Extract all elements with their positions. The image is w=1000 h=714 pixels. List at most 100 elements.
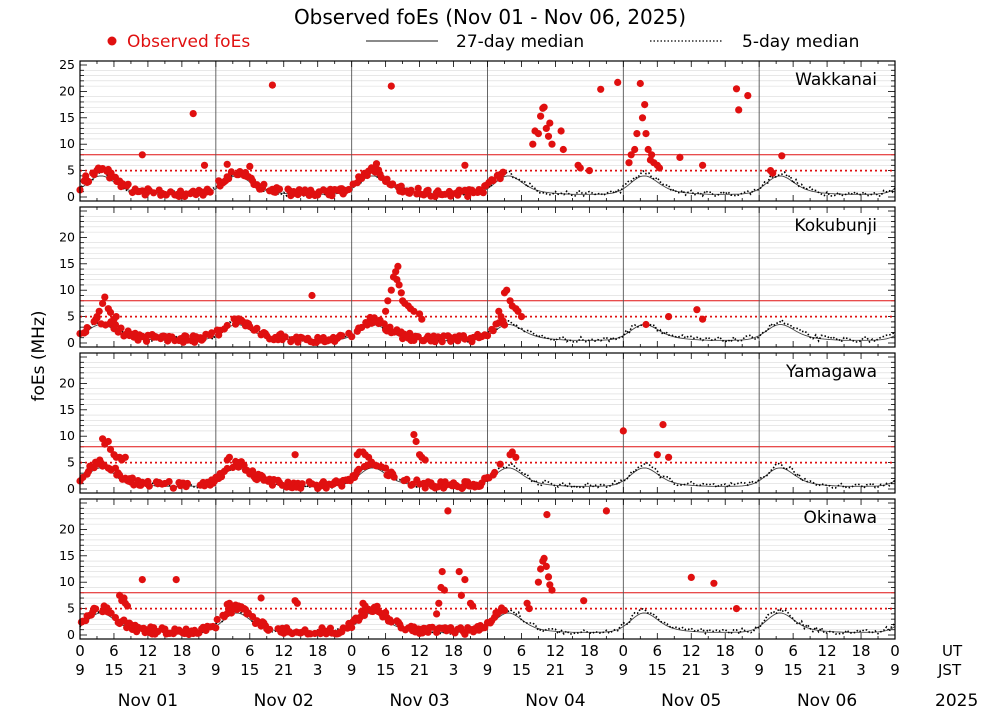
- x-tick-label-ut: 6: [788, 642, 798, 660]
- observed-point: [281, 333, 289, 341]
- observed-point: [111, 321, 119, 329]
- observed-point: [208, 329, 216, 337]
- y-tick-label: 10: [59, 574, 75, 589]
- y-tick-label: 25: [59, 57, 75, 72]
- observed-point: [293, 599, 301, 607]
- observed-point: [512, 453, 520, 461]
- legend-observed-label: Observed foEs: [127, 32, 250, 52]
- observed-point: [212, 624, 220, 632]
- year-label: 2025: [935, 691, 978, 711]
- observed-point: [542, 562, 550, 571]
- y-tick-label: 20: [59, 521, 75, 536]
- observed-point: [619, 427, 627, 435]
- observed-point: [227, 168, 235, 176]
- observed-point: [95, 307, 103, 315]
- observed-point: [348, 333, 356, 341]
- observed-point: [543, 510, 551, 519]
- observed-point: [260, 180, 268, 188]
- observed-point: [268, 481, 276, 489]
- observed-point: [338, 482, 346, 490]
- observed-point: [461, 576, 469, 584]
- observed-point: [275, 185, 284, 193]
- observed-point: [614, 78, 622, 86]
- observed-point: [395, 281, 403, 289]
- observed-point: [172, 576, 180, 584]
- legend-27day-label: 27-day median: [456, 32, 584, 52]
- observed-point: [225, 453, 233, 461]
- x-tick-label-jst: 9: [211, 661, 221, 679]
- station-label-yamagawa: Yamagawa: [785, 362, 877, 382]
- observed-point: [345, 185, 353, 194]
- observed-point: [633, 130, 641, 138]
- x-tick-label-ut: 6: [517, 642, 527, 660]
- observed-point: [104, 165, 112, 174]
- observed-point: [534, 130, 543, 138]
- x-tick-label-jst: 3: [856, 661, 866, 679]
- observed-point: [234, 459, 243, 467]
- observed-point: [548, 586, 556, 594]
- observed-point: [361, 602, 369, 610]
- observed-point: [544, 573, 553, 581]
- day-label: Nov 02: [254, 691, 314, 711]
- observed-point: [641, 101, 649, 109]
- panel-yamagawa: 0 5 10 15 20 Yamagawa: [59, 352, 896, 496]
- observed-point: [223, 321, 231, 330]
- y-tick-label: 20: [59, 375, 75, 390]
- observed-point: [625, 159, 633, 167]
- x-tick-label-ut: 18: [851, 642, 870, 660]
- observed-point: [638, 114, 647, 122]
- y-tick-label: 0: [67, 481, 75, 496]
- observed-point: [338, 332, 346, 340]
- observed-point: [540, 103, 548, 111]
- observed-point: [491, 468, 499, 477]
- observed-point: [769, 169, 777, 177]
- observed-point: [328, 192, 336, 200]
- observed-point: [397, 182, 405, 190]
- y-tick-label: 15: [59, 402, 75, 417]
- observed-point: [699, 161, 707, 169]
- x-tick-label-ut: 0: [211, 642, 221, 660]
- observed-point: [121, 453, 129, 461]
- observed-point: [517, 313, 526, 321]
- x-tick-label-ut: 12: [410, 642, 429, 660]
- observed-point: [508, 448, 516, 456]
- observed-point: [138, 576, 146, 584]
- observed-point: [414, 184, 422, 192]
- observed-point: [165, 478, 173, 486]
- observed-point: [92, 605, 100, 613]
- observed-point: [627, 151, 635, 159]
- observed-point: [386, 323, 394, 331]
- observed-point: [249, 467, 257, 475]
- observed-point: [732, 85, 741, 93]
- observed-point: [291, 451, 299, 459]
- observed-point: [644, 145, 652, 154]
- observed-point: [138, 151, 146, 159]
- day-label: Nov 03: [389, 691, 449, 711]
- observed-point: [308, 291, 316, 300]
- observed-point: [710, 579, 718, 587]
- chart-title: Observed foEs (Nov 01 - Nov 06, 2025): [294, 5, 686, 29]
- observed-point: [655, 164, 664, 172]
- y-tick-label: 0: [67, 189, 75, 204]
- observed-point: [213, 615, 221, 624]
- observed-point: [461, 335, 469, 343]
- observed-point: [387, 286, 395, 294]
- observed-point: [546, 119, 554, 127]
- observed-point: [461, 161, 469, 169]
- observed-point: [544, 132, 553, 140]
- observed-point: [525, 605, 533, 613]
- observed-point: [268, 81, 276, 89]
- x-tick-label-jst: 15: [784, 661, 803, 679]
- station-label-kokubunji: Kokubunji: [794, 216, 877, 236]
- observed-point: [483, 332, 492, 340]
- observed-point: [223, 464, 231, 473]
- observed-point: [200, 161, 209, 169]
- day-label: Nov 04: [525, 691, 585, 711]
- observed-point: [665, 453, 673, 461]
- observed-point: [183, 479, 192, 488]
- observed-point: [479, 189, 487, 197]
- observed-points: [77, 507, 741, 639]
- observed-point: [348, 623, 356, 632]
- observed-point: [557, 127, 565, 135]
